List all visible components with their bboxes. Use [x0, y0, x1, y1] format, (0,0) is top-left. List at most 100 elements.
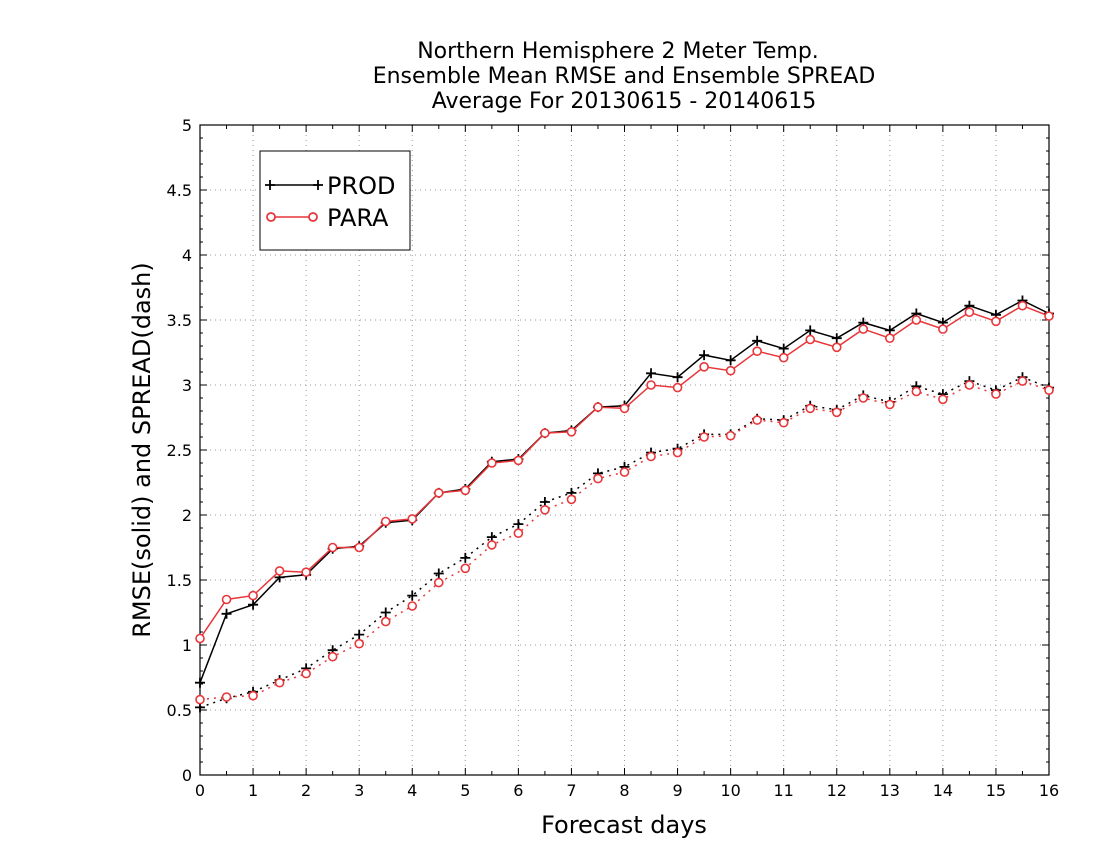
x-tick-label-9: 9: [672, 781, 682, 800]
y-tick-label-6: 3: [182, 376, 192, 395]
y-tick-label-10: 5: [182, 116, 192, 135]
point-para-spread-7: [380, 616, 391, 627]
point-para-rmse-17: [646, 380, 656, 390]
y-tick-label-9: 4.5: [167, 181, 192, 200]
point-para-spread-11: [487, 540, 497, 550]
x-tick-label-3: 3: [354, 781, 364, 800]
point-para-rmse-23: [805, 334, 816, 345]
x-tick-label-2: 2: [301, 781, 311, 800]
point-para-rmse-29: [964, 307, 975, 318]
y-tick-label-2: 1: [182, 636, 192, 655]
y-tick-label-0: 0: [182, 766, 192, 785]
point-para-rmse-26: [885, 333, 895, 344]
x-tick-label-13: 13: [880, 781, 900, 800]
x-tick-label-5: 5: [460, 781, 470, 800]
point-para-rmse-4: [301, 567, 311, 578]
y-tick-label-3: 1.5: [167, 571, 192, 590]
point-prod-spread-12: [513, 519, 524, 530]
legend-box: [259, 150, 411, 251]
point-prod-rmse-21: [752, 335, 763, 346]
point-para-rmse-16: [619, 403, 630, 414]
series-prod-spread: [195, 372, 1054, 713]
point-para-rmse-6: [354, 542, 364, 553]
point-para-spread-4: [301, 668, 311, 679]
x-tick-label-1: 1: [248, 781, 258, 800]
point-para-rmse-24: [831, 342, 842, 353]
point-para-spread-22: [778, 417, 789, 428]
point-para-rmse-12: [513, 455, 524, 466]
series-para-rmse: [195, 300, 1054, 644]
y-tick-label-5: 2.5: [167, 441, 192, 460]
legend-prod-marker-left: [265, 180, 275, 190]
y-tick-label-1: 0.5: [167, 701, 192, 720]
x-tick-label-12: 12: [827, 781, 847, 800]
legend-para-marker-left: [266, 212, 276, 222]
x-axis-label: Forecast days: [541, 811, 707, 839]
point-prod-rmse-20: [725, 355, 736, 366]
x-tick-label-0: 0: [195, 781, 205, 800]
point-para-spread-19: [699, 432, 709, 442]
point-para-rmse-8: [407, 514, 418, 524]
x-tick-label-15: 15: [986, 781, 1006, 800]
point-para-spread-26: [885, 399, 895, 410]
point-para-spread-12: [513, 528, 524, 539]
y-axis-label: RMSE(solid) and SPREAD(dash): [128, 262, 156, 638]
series-layer: [195, 295, 1054, 713]
point-prod-spread-8: [407, 590, 418, 601]
point-para-rmse-30: [991, 316, 1001, 327]
point-para-spread-17: [646, 451, 656, 462]
point-prod-rmse-0: [195, 677, 205, 688]
point-para-rmse-20: [725, 365, 736, 376]
point-para-rmse-21: [752, 346, 762, 357]
x-tick-label-11: 11: [774, 781, 794, 800]
x-tick-label-7: 7: [566, 781, 576, 800]
point-para-spread-0: [195, 694, 205, 705]
point-prod-spread-6: [354, 629, 365, 640]
point-para-rmse-5: [327, 542, 338, 553]
y-tick-label-8: 4: [182, 246, 192, 265]
point-para-spread-24: [831, 407, 842, 418]
point-para-spread-3: [274, 677, 285, 688]
point-para-rmse-13: [540, 428, 550, 438]
point-para-rmse-7: [380, 516, 391, 527]
legend-prod-label: PROD: [327, 172, 396, 200]
point-para-spread-29: [964, 380, 975, 390]
point-para-spread-21: [752, 415, 762, 425]
grid-lines: [200, 125, 1049, 775]
point-para-spread-5: [327, 651, 338, 662]
title-line-1: Northern Hemisphere 2 Meter Temp.: [417, 39, 819, 64]
point-para-spread-25: [858, 393, 869, 403]
point-para-spread-10: [460, 563, 471, 574]
point-para-spread-8: [407, 601, 418, 611]
point-prod-spread-10: [460, 552, 471, 563]
x-tick-label-8: 8: [619, 781, 629, 800]
point-prod-rmse-2: [248, 599, 259, 610]
point-para-spread-9: [433, 577, 444, 588]
point-para-spread-28: [938, 394, 948, 405]
point-para-rmse-19: [699, 361, 709, 372]
point-para-rmse-27: [911, 315, 922, 325]
point-prod-rmse-17: [646, 368, 657, 379]
point-para-rmse-3: [274, 566, 285, 576]
point-para-rmse-10: [460, 485, 471, 496]
point-para-spread-31: [1017, 376, 1028, 386]
y-tick-label-7: 3.5: [167, 311, 192, 330]
axes: 0 1 2 3 4 5 6 7 8 9 10 11 12 13 14 15 1600.511.522.533.5…: [167, 116, 1060, 800]
legend-prod-marker-right: [313, 180, 323, 190]
x-tick-label-10: 10: [720, 781, 740, 800]
point-para-rmse-11: [487, 458, 497, 468]
series-prod-rmse: [195, 295, 1054, 688]
series-para-spread: [195, 376, 1054, 705]
x-tick-label-4: 4: [407, 781, 417, 800]
point-para-spread-15: [593, 473, 603, 484]
point-para-spread-20: [725, 430, 736, 441]
point-para-spread-13: [540, 504, 550, 515]
point-para-rmse-28: [938, 324, 948, 334]
point-prod-rmse-24: [831, 333, 842, 344]
point-para-rmse-22: [778, 352, 789, 363]
point-para-rmse-25: [858, 324, 869, 334]
point-para-spread-23: [805, 403, 816, 414]
point-para-rmse-31: [1017, 300, 1028, 311]
point-para-spread-18: [672, 447, 683, 458]
